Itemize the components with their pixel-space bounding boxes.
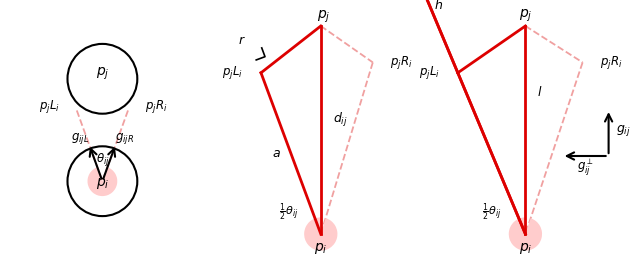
Text: $p_j$: $p_j$ <box>518 8 532 24</box>
Wedge shape <box>509 217 542 251</box>
Text: $p_jL_i$: $p_jL_i$ <box>419 64 440 81</box>
Text: $p_i$: $p_i$ <box>314 241 328 256</box>
Wedge shape <box>88 167 117 196</box>
Text: $\frac{1}{2}\theta_{ij}$: $\frac{1}{2}\theta_{ij}$ <box>482 202 501 223</box>
Text: $a$: $a$ <box>272 147 281 160</box>
Text: $d_{ij}$: $d_{ij}$ <box>333 110 348 129</box>
Text: $g_{ijL}$: $g_{ijL}$ <box>72 131 90 146</box>
Text: $p_jR_i$: $p_jR_i$ <box>600 54 623 71</box>
Text: $r$: $r$ <box>237 34 245 47</box>
Text: $g_{ijR}$: $g_{ijR}$ <box>115 131 134 146</box>
Text: $p_i$: $p_i$ <box>518 241 532 256</box>
Text: $p_i$: $p_i$ <box>95 176 109 191</box>
Text: $g_{ij}$: $g_{ij}$ <box>616 122 630 138</box>
Wedge shape <box>304 217 337 251</box>
Text: $g_{ij}^\perp$: $g_{ij}^\perp$ <box>577 158 594 177</box>
Text: $p_jL_i$: $p_jL_i$ <box>222 64 243 81</box>
Text: $\frac{1}{2}\theta_{ij}$: $\frac{1}{2}\theta_{ij}$ <box>279 202 298 223</box>
Text: $h$: $h$ <box>434 0 443 12</box>
Text: $l$: $l$ <box>537 85 543 99</box>
Text: $p_jR_i$: $p_jR_i$ <box>145 98 168 115</box>
Text: $p_j$: $p_j$ <box>95 66 109 82</box>
Text: $p_jL_i$: $p_jL_i$ <box>38 98 60 115</box>
Text: $p_jR_i$: $p_jR_i$ <box>390 54 413 71</box>
Text: $p_j$: $p_j$ <box>317 9 330 25</box>
Text: $\theta_{ij}$: $\theta_{ij}$ <box>95 151 109 168</box>
